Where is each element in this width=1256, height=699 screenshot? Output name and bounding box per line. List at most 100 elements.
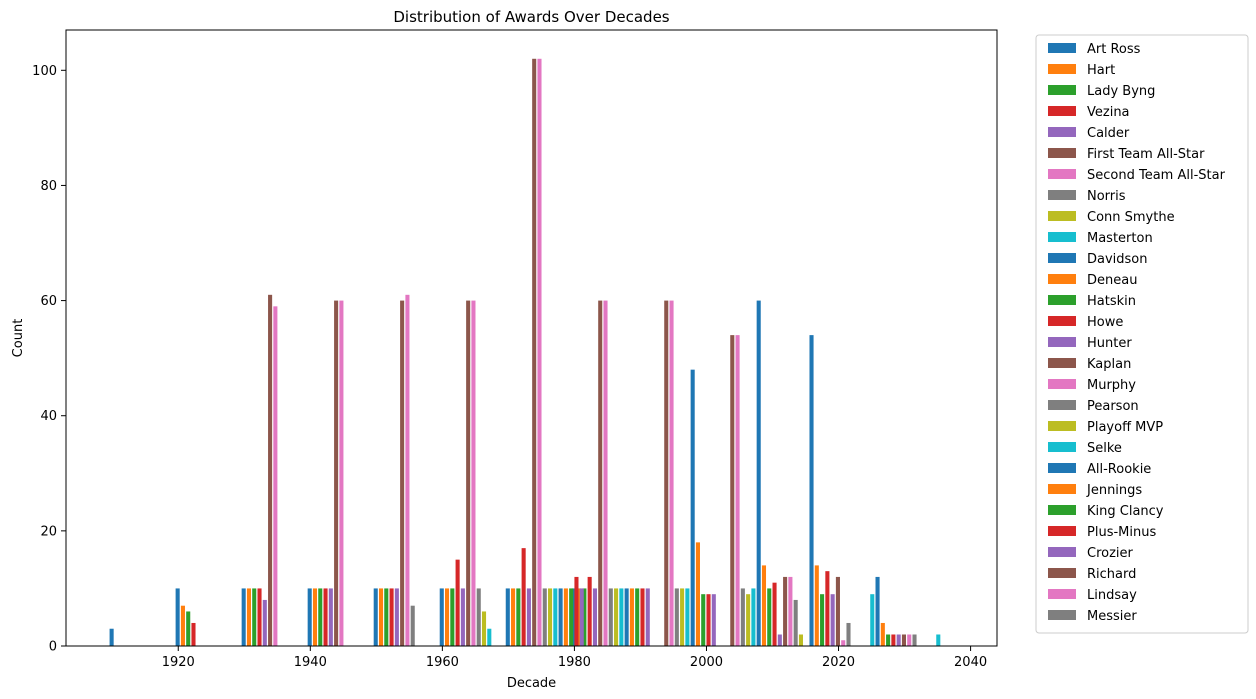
- bar: [772, 582, 777, 646]
- legend-label: Messier: [1087, 609, 1137, 624]
- bar: [907, 634, 912, 646]
- bar: [619, 588, 624, 646]
- x-tick-label: 1980: [558, 655, 591, 670]
- y-tick-label: 0: [49, 640, 57, 655]
- legend-swatch: [1048, 85, 1076, 95]
- bar: [273, 306, 278, 646]
- bar: [608, 588, 613, 646]
- x-tick-label: 1960: [426, 655, 459, 670]
- bar: [526, 588, 531, 646]
- bar: [191, 622, 196, 646]
- chart-title: Distribution of Awards Over Decades: [393, 8, 669, 26]
- legend-swatch: [1048, 190, 1076, 200]
- legend-swatch: [1048, 358, 1076, 368]
- bar: [109, 628, 114, 646]
- bar: [730, 335, 735, 646]
- bar: [798, 634, 803, 646]
- bar: [384, 588, 389, 646]
- bar: [695, 542, 700, 646]
- bar: [825, 571, 830, 646]
- bar: [624, 588, 629, 646]
- bar: [635, 588, 640, 646]
- bar: [553, 588, 558, 646]
- legend-label: Kaplan: [1087, 357, 1131, 372]
- legend-swatch: [1048, 274, 1076, 284]
- legend-label: Masterton: [1087, 231, 1153, 246]
- bar: [777, 634, 782, 646]
- bar: [521, 548, 526, 646]
- legend-label: Lady Byng: [1087, 84, 1155, 99]
- bar: [664, 300, 669, 646]
- bar: [870, 594, 875, 646]
- bar: [936, 634, 941, 646]
- bar: [537, 58, 542, 647]
- bar: [563, 588, 568, 646]
- legend-label: Second Team All-Star: [1087, 168, 1226, 183]
- bar: [394, 588, 399, 646]
- legend-label: Hatskin: [1087, 294, 1136, 309]
- plot-frame: [65, 29, 998, 647]
- legend-swatch: [1048, 463, 1076, 473]
- bar: [577, 588, 582, 646]
- bar: [783, 576, 788, 646]
- x-tick-label: 1940: [294, 655, 327, 670]
- bar: [912, 634, 917, 646]
- legend: Art Ross Hart Lady Byng Vezina Calder First T…: [1035, 34, 1249, 634]
- x-tick-label: 2040: [954, 655, 987, 670]
- legend-swatch: [1048, 589, 1076, 599]
- legend-label: Jennings: [1086, 483, 1142, 498]
- bar: [569, 588, 574, 646]
- legend-label: Art Ross: [1087, 42, 1141, 57]
- bar: [180, 605, 185, 646]
- bar: [767, 588, 772, 646]
- bar: [445, 588, 450, 646]
- bar: [466, 300, 471, 646]
- bar: [481, 611, 487, 646]
- bar: [532, 58, 537, 647]
- legend-label: Crozier: [1087, 546, 1134, 561]
- bar: [455, 559, 460, 646]
- legend-swatch: [1048, 400, 1076, 410]
- legend-label: Calder: [1087, 126, 1130, 141]
- bar: [439, 588, 444, 646]
- legend-label: Richard: [1087, 567, 1136, 582]
- legend-swatch: [1048, 148, 1076, 158]
- legend-label: Lindsay: [1087, 588, 1137, 603]
- bar: [735, 335, 740, 646]
- legend-swatch: [1048, 568, 1076, 578]
- bar: [516, 588, 521, 646]
- bar: [558, 588, 563, 646]
- bar: [761, 565, 767, 646]
- bar: [334, 300, 339, 646]
- legend-frame: [1035, 34, 1249, 634]
- legend-label: Vezina: [1087, 105, 1130, 120]
- bar: [891, 634, 896, 646]
- legend-label: Conn Smythe: [1087, 210, 1175, 225]
- legend-swatch: [1048, 547, 1076, 557]
- legend-label: Plus-Minus: [1087, 525, 1156, 540]
- bar: [579, 588, 584, 646]
- legend-swatch: [1048, 106, 1076, 116]
- y-tick-label: 60: [40, 294, 57, 309]
- bar: [587, 576, 592, 646]
- bar: [505, 588, 510, 646]
- bar: [246, 588, 251, 646]
- bar: [598, 300, 603, 646]
- bar: [640, 588, 645, 646]
- legend-swatch: [1048, 127, 1076, 137]
- y-tick-label: 80: [40, 179, 57, 194]
- legend-swatch: [1048, 421, 1076, 431]
- bar: [257, 588, 262, 646]
- x-tick-label: 2000: [690, 655, 723, 670]
- legend-label: Norris: [1087, 189, 1126, 204]
- bar: [711, 594, 716, 646]
- legend-label: Selke: [1087, 441, 1122, 456]
- bar: [814, 565, 819, 646]
- bar: [886, 634, 891, 646]
- bar: [629, 588, 634, 646]
- bar: [875, 576, 880, 646]
- bar: [901, 634, 906, 646]
- bar: [476, 588, 481, 646]
- bar: [880, 622, 885, 646]
